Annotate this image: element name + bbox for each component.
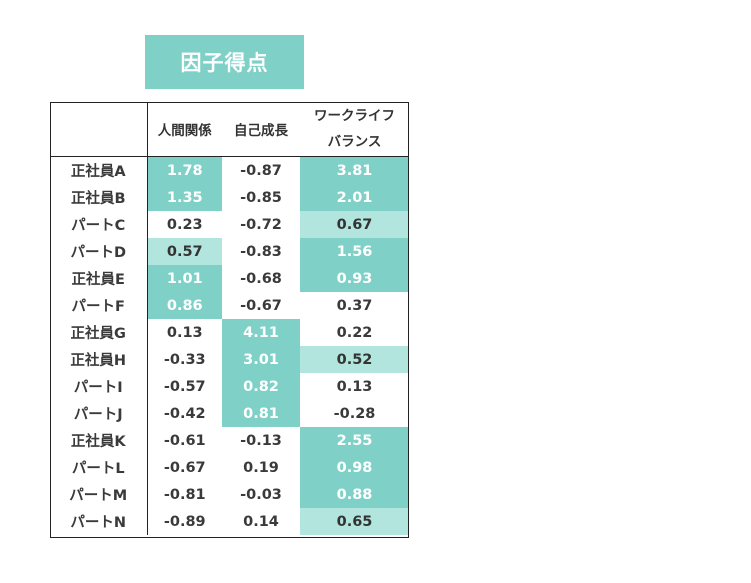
cell-work-life-balance: 0.65 [300, 508, 409, 535]
cell-human-relations: -0.33 [163, 351, 206, 368]
row-label: 正社員K [50, 427, 148, 454]
header-row: 人間関係 自己成長 ワークライフ バランス [50, 102, 409, 157]
cell-self-growth: -0.67 [240, 297, 282, 314]
cell-human-relations: 1.35 [147, 184, 222, 211]
table-row: パートC 0.23 -0.72 0.67 [50, 211, 409, 238]
header-self-growth: 自己成長 [222, 102, 300, 157]
cell-work-life-balance: 3.81 [300, 156, 409, 184]
cell-human-relations: -0.89 [163, 513, 206, 530]
cell-human-relations: 1.78 [147, 156, 222, 184]
header-work-life-line1: ワークライフ [314, 108, 395, 124]
cell-human-relations: -0.42 [163, 405, 206, 422]
table-row: 正社員G 0.13 4.11 0.22 [50, 319, 409, 346]
cell-work-life-balance: 0.93 [300, 265, 409, 292]
cell-human-relations: 0.23 [166, 216, 203, 233]
row-label: 正社員A [50, 156, 148, 184]
row-label: 正社員B [50, 184, 148, 211]
cell-self-growth: 0.82 [222, 373, 300, 400]
cell-work-life-balance: 2.55 [300, 427, 409, 454]
cell-self-growth: -0.03 [240, 486, 282, 503]
header-human-relations: 人間関係 [147, 102, 222, 157]
cell-human-relations: -0.67 [163, 459, 206, 476]
cell-self-growth: -0.85 [240, 189, 282, 206]
row-label: 正社員E [50, 265, 148, 292]
table-row: 正社員B 1.35 -0.85 2.01 [50, 184, 409, 211]
cell-self-growth: -0.72 [240, 216, 282, 233]
cell-work-life-balance: 0.13 [336, 378, 373, 395]
cell-work-life-balance: 2.01 [300, 184, 409, 211]
cell-self-growth: 0.14 [243, 513, 279, 530]
table-row: パートF 0.86 -0.67 0.37 [50, 292, 409, 319]
cell-human-relations: -0.61 [163, 432, 206, 449]
table-body: 正社員A 1.78 -0.87 3.81 正社員B 1.35 -0.85 2.01 パートC 0.… [50, 156, 409, 535]
row-label: パートF [50, 292, 148, 319]
cell-self-growth: -0.68 [240, 270, 282, 287]
cell-human-relations: -0.57 [163, 378, 206, 395]
table-row: 正社員E 1.01 -0.68 0.93 [50, 265, 409, 292]
header-corner [50, 102, 148, 157]
table-row: パートD 0.57 -0.83 1.56 [50, 238, 409, 265]
header-work-life-line2: バランス [327, 134, 382, 150]
cell-self-growth: -0.13 [240, 432, 282, 449]
header-work-life-balance: ワークライフ バランス [300, 102, 409, 157]
cell-work-life-balance: 0.67 [300, 211, 409, 238]
row-label: パートM [50, 481, 148, 508]
cell-work-life-balance: 1.56 [300, 238, 409, 265]
cell-human-relations: -0.81 [163, 486, 206, 503]
row-label: 正社員H [50, 346, 148, 373]
cell-self-growth: -0.87 [240, 162, 282, 179]
cell-work-life-balance: 0.52 [300, 346, 409, 373]
cell-self-growth: 0.81 [222, 400, 300, 427]
table-row: 正社員H -0.33 3.01 0.52 [50, 346, 409, 373]
cell-human-relations: 0.86 [147, 292, 222, 319]
row-label: パートD [50, 238, 148, 265]
factor-score-table: 人間関係 自己成長 ワークライフ バランス 正社員A 1.78 -0.87 3.81 正… [50, 102, 409, 535]
row-label: パートN [50, 508, 148, 535]
table-row: パートL -0.67 0.19 0.98 [50, 454, 409, 481]
row-label: パートJ [50, 400, 148, 427]
cell-self-growth: 0.19 [243, 459, 279, 476]
cell-work-life-balance: 0.37 [336, 297, 373, 314]
table-row: 正社員K -0.61 -0.13 2.55 [50, 427, 409, 454]
row-label: パートC [50, 211, 148, 238]
table-row: パートI -0.57 0.82 0.13 [50, 373, 409, 400]
cell-human-relations: 0.57 [147, 238, 222, 265]
table-title: 因子得点 [145, 35, 304, 89]
cell-work-life-balance: 0.98 [300, 454, 409, 481]
cell-self-growth: 3.01 [222, 346, 300, 373]
cell-human-relations: 1.01 [147, 265, 222, 292]
cell-work-life-balance: -0.28 [333, 405, 376, 422]
cell-human-relations: 0.13 [166, 324, 203, 341]
row-label: パートL [50, 454, 148, 481]
cell-work-life-balance: 0.88 [300, 481, 409, 508]
table-row: パートJ -0.42 0.81 -0.28 [50, 400, 409, 427]
table-row: パートN -0.89 0.14 0.65 [50, 508, 409, 535]
row-label: パートI [50, 373, 148, 400]
row-label: 正社員G [50, 319, 148, 346]
table-row: 正社員A 1.78 -0.87 3.81 [50, 156, 409, 184]
cell-work-life-balance: 0.22 [336, 324, 373, 341]
cell-self-growth: 4.11 [222, 319, 300, 346]
table-row: パートM -0.81 -0.03 0.88 [50, 481, 409, 508]
cell-self-growth: -0.83 [240, 243, 282, 260]
